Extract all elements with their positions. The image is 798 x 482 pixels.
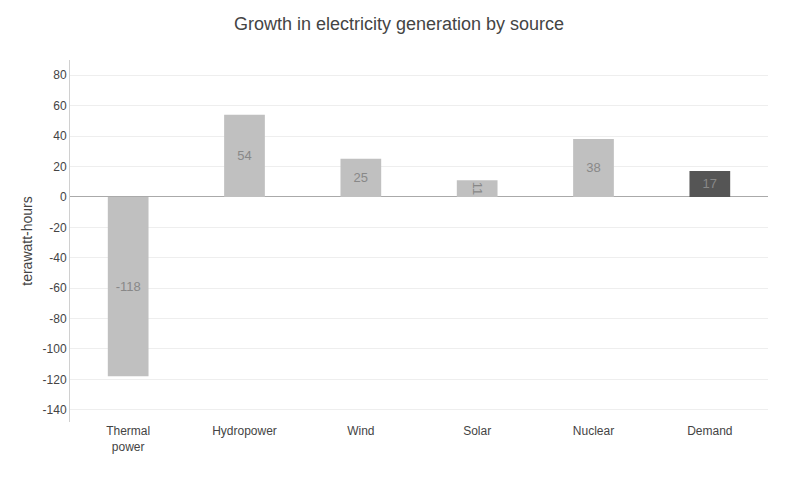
- svg-text:-100: -100: [43, 342, 67, 356]
- svg-text:25: 25: [354, 170, 368, 185]
- svg-text:54: 54: [237, 148, 251, 163]
- svg-text:40: 40: [53, 129, 67, 143]
- svg-text:17: 17: [703, 176, 717, 191]
- svg-text:0: 0: [60, 190, 67, 204]
- svg-text:Demand: Demand: [687, 424, 732, 438]
- svg-text:Thermalpower: Thermalpower: [106, 424, 150, 454]
- svg-text:terawatt-hours: terawatt-hours: [19, 196, 35, 285]
- svg-text:60: 60: [53, 99, 67, 113]
- svg-text:Nuclear: Nuclear: [573, 424, 614, 438]
- svg-text:11: 11: [470, 182, 485, 196]
- svg-text:80: 80: [53, 68, 67, 82]
- svg-text:-80: -80: [49, 312, 67, 326]
- svg-text:Hydropower: Hydropower: [212, 424, 277, 438]
- svg-text:-40: -40: [49, 251, 67, 265]
- svg-text:-20: -20: [49, 221, 67, 235]
- svg-text:-120: -120: [43, 373, 67, 387]
- svg-text:-140: -140: [43, 403, 67, 417]
- svg-text:Wind: Wind: [347, 424, 374, 438]
- svg-text:20: 20: [53, 160, 67, 174]
- svg-text:-60: -60: [49, 281, 67, 295]
- svg-text:Solar: Solar: [463, 424, 491, 438]
- svg-text:38: 38: [586, 160, 600, 175]
- svg-text:-118: -118: [116, 279, 141, 294]
- svg-text:Growth in electricity generati: Growth in electricity generation by sour…: [234, 14, 564, 34]
